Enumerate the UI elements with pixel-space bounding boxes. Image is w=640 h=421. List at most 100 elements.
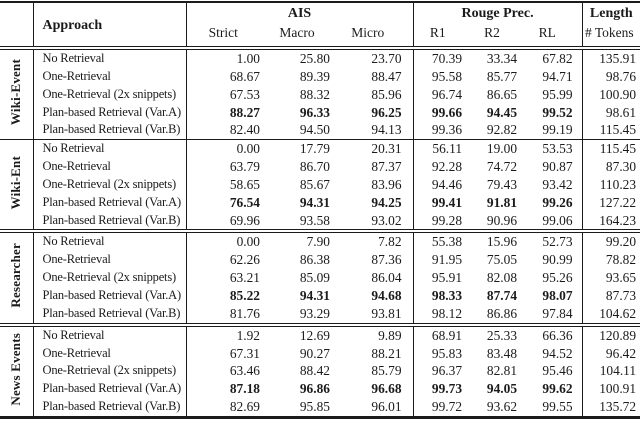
approach-cell: One-Retrieval (2x snippets) [32, 269, 186, 287]
value-cell: 92.82 [486, 122, 518, 138]
value-cell: 94.13 [371, 122, 402, 138]
value-cell: 95.58 [412, 67, 468, 86]
value-cell: 98.33 [412, 286, 468, 305]
table-header: Approach AIS Rouge Prec. Length Strict M… [0, 2, 640, 50]
value-cell: 81.76 [185, 304, 264, 325]
value-cell: 86.65 [486, 86, 518, 102]
value-cell: 86.70 [299, 159, 330, 175]
value-cell: 104.62 [581, 304, 640, 325]
approach-cell: One-Retrieval (2x snippets) [32, 85, 186, 104]
value-cell: 94.45 [486, 104, 518, 120]
value-cell: 68.67 [185, 67, 264, 86]
group-researcher: Researcher No Retrieval 0.00 7.90 7.82 55.38 1… [0, 229, 640, 325]
value-cell: 98.61 [581, 103, 640, 122]
value-cell: 85.77 [486, 68, 518, 84]
table-row: Plan-based Retrieval (Var.A) 85.22 94.31 94… [0, 286, 640, 305]
value-cell: 95.46 [542, 363, 573, 379]
value-cell: 76.54 [185, 193, 264, 212]
value-cell: 87.18 [185, 380, 264, 399]
value-cell: 85.96 [371, 86, 402, 102]
group-label-header-spacer [0, 2, 33, 50]
table-row: One-Retrieval 62.26 86.38 87.36 91.95 75.05 90… [0, 251, 640, 270]
approach-cell: One-Retrieval [32, 67, 186, 86]
table-row: One-Retrieval 63.79 86.70 87.37 92.28 74.72 90… [0, 158, 640, 176]
value-cell: 94.46 [412, 175, 468, 194]
value-cell: 94.31 [299, 287, 330, 303]
value-cell: 94.25 [371, 194, 402, 210]
value-cell: 91.95 [412, 251, 468, 270]
value-cell: 67.31 [185, 344, 264, 363]
value-cell: 1.92 [185, 322, 264, 345]
value-cell: 62.26 [185, 251, 264, 270]
value-cell: 98.07 [542, 287, 573, 303]
header-micro: Micro [334, 25, 414, 50]
header-r1: R1 [412, 25, 468, 50]
value-cell: 96.68 [371, 381, 402, 397]
table-row: Plan-based Retrieval (Var.B) 82.40 94.50 94… [0, 121, 640, 140]
value-cell: 74.72 [486, 159, 518, 175]
table-row: Plan-based Retrieval (Var.B) 69.96 93.58 93… [0, 211, 640, 232]
header-row-groups: Approach AIS Rouge Prec. Length [0, 2, 640, 50]
value-cell: 12.69 [264, 322, 334, 345]
value-cell: 90.99 [542, 252, 573, 268]
value-cell: 85.79 [371, 363, 402, 379]
value-cell: 94.05 [486, 381, 518, 397]
value-cell: 85.67 [299, 176, 330, 192]
group-news-events: News Events No Retrieval 1.92 12.69 9.89 68.9… [0, 322, 640, 418]
value-cell: 98.12 [412, 304, 468, 325]
value-cell: 93.58 [299, 212, 330, 228]
value-cell: 98.76 [581, 67, 640, 86]
group-label: Wiki-Ent [0, 139, 33, 232]
header-r2: R2 [467, 25, 523, 50]
value-cell: 79.43 [486, 176, 518, 192]
value-cell: 92.28 [412, 158, 468, 176]
approach-cell: No Retrieval [32, 48, 186, 68]
group-wiki-ent: Wiki-Ent No Retrieval 0.00 17.79 20.31 56.11 1… [0, 139, 640, 232]
approach-cell: One-Retrieval [32, 251, 186, 270]
value-cell: 91.81 [486, 194, 518, 210]
value-cell: 87.36 [371, 252, 402, 268]
value-cell: 88.27 [185, 103, 264, 122]
value-cell: 94.68 [371, 287, 402, 303]
header-approach: Approach [32, 2, 186, 50]
value-cell: 120.89 [581, 322, 640, 345]
value-cell: 82.40 [185, 121, 264, 140]
value-cell: 99.73 [412, 380, 468, 399]
value-cell: 93.62 [486, 399, 518, 415]
value-cell: 93.81 [371, 305, 402, 321]
group-label: News Events [0, 322, 33, 418]
value-cell: 99.06 [542, 212, 573, 228]
approach-cell: Plan-based Retrieval (Var.B) [32, 398, 186, 418]
value-cell: 7.82 [334, 229, 414, 252]
table-row: One-Retrieval (2x snippets) 63.46 88.42 85.… [0, 362, 640, 381]
value-cell: 96.74 [412, 85, 468, 104]
value-cell: 66.36 [522, 322, 583, 345]
value-cell: 96.86 [299, 381, 330, 397]
value-cell: 95.26 [542, 270, 573, 286]
group-label: Wiki-Event [0, 48, 33, 140]
table-row: Plan-based Retrieval (Var.A) 88.27 96.33 96… [0, 103, 640, 122]
value-cell: 75.05 [486, 252, 518, 268]
value-cell: 99.20 [581, 229, 640, 252]
value-cell: 100.91 [581, 380, 640, 399]
value-cell: 94.71 [542, 68, 573, 84]
table-row: One-Retrieval (2x snippets) 67.53 88.32 85.… [0, 85, 640, 104]
value-cell: 9.89 [334, 322, 414, 345]
value-cell: 55.38 [412, 229, 468, 252]
value-cell: 93.29 [299, 305, 330, 321]
value-cell: 88.21 [371, 345, 402, 361]
value-cell: 96.33 [299, 104, 330, 120]
value-cell: 93.02 [371, 212, 402, 228]
table-row: One-Retrieval 68.67 89.39 88.47 95.58 85.77 94… [0, 67, 640, 86]
header-rl: RL [522, 25, 583, 50]
approach-cell: Plan-based Retrieval (Var.A) [32, 103, 186, 122]
value-cell: 164.23 [581, 211, 640, 232]
value-cell: 110.23 [581, 175, 640, 194]
approach-cell: No Retrieval [32, 229, 186, 252]
value-cell: 86.86 [486, 305, 518, 321]
group-label-text: Wiki-Ent [8, 155, 24, 210]
group-label-text: News Events [8, 332, 24, 406]
value-cell: 63.21 [185, 269, 264, 287]
value-cell: 90.96 [486, 212, 518, 228]
value-cell: 99.55 [542, 399, 573, 415]
